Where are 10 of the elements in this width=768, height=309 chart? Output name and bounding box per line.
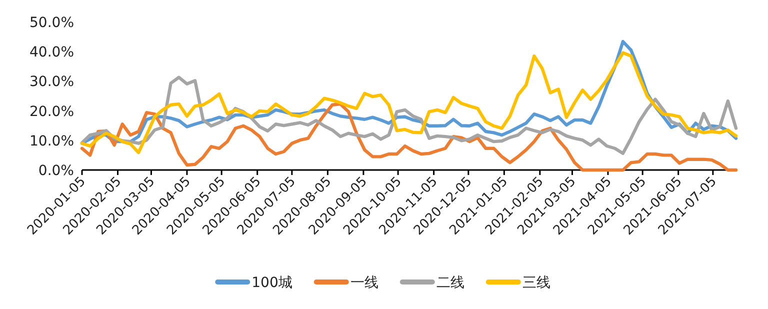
y-tick-label: 10.0% bbox=[30, 133, 74, 150]
y-tick-label: 40.0% bbox=[30, 44, 74, 61]
y-tick-label: 0.0% bbox=[38, 163, 74, 179]
y-tick-label: 50.0% bbox=[30, 15, 74, 31]
legend-label: 100城 bbox=[252, 275, 292, 291]
legend-label: 一线 bbox=[350, 275, 378, 291]
legend-label: 二线 bbox=[436, 275, 464, 291]
y-tick-label: 20.0% bbox=[30, 104, 74, 120]
legend-label: 三线 bbox=[522, 275, 550, 291]
y-tick-label: 30.0% bbox=[30, 74, 74, 90]
